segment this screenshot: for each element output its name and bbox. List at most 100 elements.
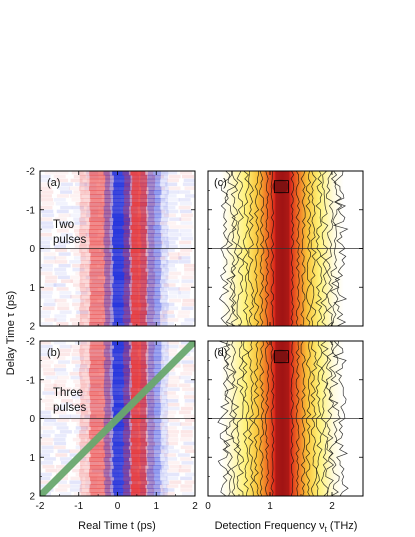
ripple-a [72,298,85,303]
stripe-core-b-2 [131,457,147,462]
ripple-a [148,244,161,249]
ripple-b [53,356,66,360]
stripe-core-b-2 [131,414,147,420]
stripe-a-3 [139,264,168,269]
stripe-core-b-3 [148,356,162,361]
ripple-a [106,225,119,229]
stripe-core-b-3 [147,410,161,416]
ripple-a [181,225,194,229]
ripple-b [178,410,191,415]
ripple-b [70,344,83,349]
ripple-a [179,229,192,233]
ripple-a [165,201,178,206]
stripe-core-b-3 [148,465,162,470]
ripple-a [75,287,88,291]
stripe-a-3 [139,310,168,315]
ripple-b [86,492,99,496]
ripple-b [166,341,179,345]
stripe-b-3 [140,418,169,423]
stripe-a-0 [79,244,120,250]
stripe-core-a-1 [112,190,130,195]
stripe-core-b-0 [90,383,111,389]
stripe-core-a-0 [89,267,111,273]
stripe-core-b-3 [148,449,162,454]
ripple-a [146,298,159,303]
ytick-label-a: -2 [26,167,35,178]
stripe-core-b-0 [89,344,111,350]
ripple-a [163,283,176,287]
stripe-core-b-2 [130,368,146,373]
stripe-core-a-2 [132,174,148,180]
stripe-core-b-2 [131,375,147,381]
stripe-a-3 [140,236,169,242]
ytick-label-b: 0 [29,414,35,425]
stripe-a-3 [139,279,168,284]
stripe-b-0 [80,379,121,385]
ripple-a [60,279,73,283]
stripe-core-a-2 [131,244,147,250]
ripple-b [167,430,180,434]
ripple-b [75,472,88,477]
ripple-b [59,387,72,391]
stripe-core-b-1 [112,352,130,358]
ripple-a [72,263,85,268]
stripe-core-b-2 [130,387,146,392]
ripple-b [167,472,180,477]
ripple-b [59,348,72,353]
ripple-b [152,488,165,492]
stripe-b-3 [140,364,169,369]
stripe-core-b-3 [147,426,161,431]
ripple-a [165,171,178,175]
stripe-core-b-1 [113,441,130,447]
ripple-b [45,468,58,473]
ripple-a [89,314,102,318]
ripple-a [90,283,103,287]
ripple-a [40,205,53,210]
stripe-core-b-0 [90,341,111,346]
ripple-a [40,322,53,326]
ripple-a [184,271,195,276]
ripple-b [40,344,53,349]
ripple-a [99,263,112,268]
ripple-b [101,375,114,380]
ripple-b [88,430,101,434]
stripe-core-b-2 [131,488,147,493]
ytick-label-b: -2 [26,337,35,348]
ripple-b [182,492,195,496]
ripple-b [177,453,190,457]
stripe-a-0 [80,302,121,308]
ripple-a [178,252,191,256]
ripple-b [168,352,181,357]
ripple-a [181,236,194,241]
ripple-a [43,302,56,307]
ripple-a [181,306,194,311]
stripe-core-b-2 [130,430,146,435]
stripe-core-a-1 [113,318,131,323]
ripple-b [72,368,85,372]
stripe-core-b-3 [147,476,161,482]
ripple-a [148,275,161,280]
stripe-core-a-1 [112,240,129,246]
ripple-a [107,275,120,280]
stripe-a-0 [80,213,121,219]
stripe-a-0 [79,283,120,288]
stripe-core-a-0 [90,298,111,304]
ripple-b [184,379,195,384]
x-axis-label-right: Detection Frequency νt (THz) [215,520,358,534]
ripple-b [152,422,165,426]
ripple-b [71,360,84,364]
ripple-a [164,194,177,198]
stripe-core-b-2 [132,344,147,350]
annotation-b-line1: Three [53,387,83,399]
stripe-core-b-2 [132,422,147,427]
stripe-core-a-3 [147,275,161,281]
ripple-b [162,492,175,496]
stripe-b-3 [140,356,169,361]
stripe-core-b-0 [88,368,110,373]
ripple-b [91,410,104,415]
stripe-core-a-1 [113,314,131,319]
ripple-a [56,287,69,291]
stripe-a-0 [80,190,121,195]
ripple-a [106,287,119,291]
